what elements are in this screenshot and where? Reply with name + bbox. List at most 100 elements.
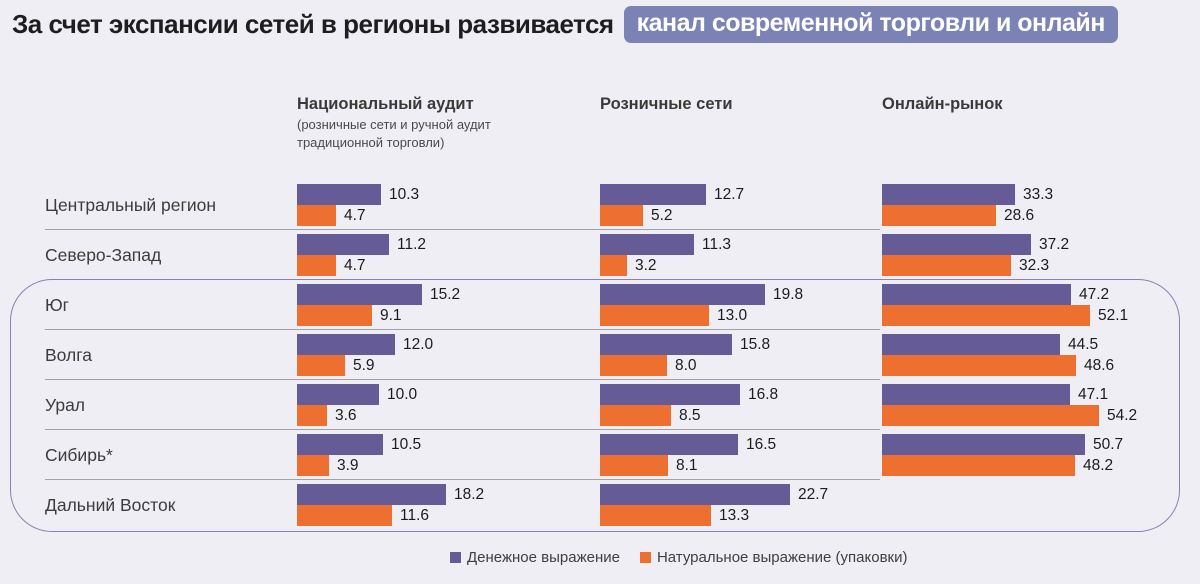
money-bar-line: 10.0: [297, 384, 417, 405]
money-bar-line: 47.1: [882, 384, 1137, 405]
money-bar: [600, 284, 765, 305]
money-bar: [600, 484, 790, 505]
money-bar-line: 50.7: [882, 434, 1123, 455]
volume-bar-line: 48.6: [882, 355, 1114, 376]
money-bar: [882, 434, 1085, 455]
money-value: 50.7: [1093, 435, 1124, 453]
money-bar: [600, 384, 740, 405]
volume-value: 8.1: [676, 456, 698, 474]
legend-swatch-volume-icon: [639, 552, 651, 563]
volume-value: 3.2: [635, 256, 657, 274]
region-label: Центральный регион: [45, 195, 217, 215]
money-bar: [882, 334, 1060, 355]
legend-item-money: Денежное выражение: [450, 549, 620, 566]
column-header-online-market: Онлайн-рынок: [882, 95, 1003, 114]
money-value: 47.2: [1079, 285, 1110, 303]
money-bar: [297, 384, 379, 405]
table-row: Урал 10.0 3.6 16.8 8.5 47.1 54.2: [0, 380, 1200, 430]
money-value: 10.5: [391, 435, 422, 453]
bars-national-audit: 10.3 4.7: [297, 184, 419, 226]
money-bar-line: 47.2: [882, 284, 1128, 305]
volume-bar-line: 8.1: [600, 455, 776, 476]
bars-online-market: 50.7 48.2: [882, 434, 1123, 476]
volume-bar-line: 8.5: [600, 405, 778, 426]
money-bar-line: 16.5: [600, 434, 776, 455]
volume-value: 8.0: [675, 356, 697, 374]
legend-swatch-money-icon: [450, 552, 461, 563]
bars-retail-chains: 11.3 3.2: [600, 234, 731, 276]
volume-value: 8.5: [679, 406, 701, 424]
money-bar-line: 44.5: [882, 334, 1114, 355]
volume-bar: [882, 255, 1011, 276]
money-bar: [600, 434, 738, 455]
volume-bar: [600, 405, 671, 426]
volume-bar: [600, 355, 667, 376]
volume-value: 48.2: [1083, 456, 1114, 474]
column-title: Розничные сети: [600, 95, 733, 113]
legend: Денежное выражение Натуральное выражение…: [450, 549, 907, 566]
volume-bar-line: 5.2: [600, 205, 744, 226]
bars-national-audit: 10.0 3.6: [297, 384, 417, 426]
table-row: Дальний Восток 18.2 11.6 22.7 13.3: [0, 480, 1200, 530]
row-separator: [45, 429, 880, 430]
money-bar: [600, 334, 732, 355]
volume-bar-line: 52.1: [882, 305, 1128, 326]
volume-value: 52.1: [1098, 306, 1129, 324]
volume-value: 54.2: [1107, 406, 1138, 424]
volume-bar: [297, 305, 372, 326]
volume-value: 4.7: [344, 256, 366, 274]
money-bar-line: 15.2: [297, 284, 460, 305]
money-bar: [297, 284, 422, 305]
bars-national-audit: 10.5 3.9: [297, 434, 421, 476]
volume-bar-line: 48.2: [882, 455, 1123, 476]
legend-label: Натуральное выражение (упаковки): [656, 549, 908, 566]
money-value: 19.8: [773, 285, 804, 303]
page-title: За счет экспансии сетей в регионы развив…: [12, 6, 1118, 43]
table-row: Северо-Запад 11.2 4.7 11.3 3.2 37.2 32.3: [0, 230, 1200, 280]
legend-item-volume: Натуральное выражение (упаковки): [639, 549, 908, 566]
money-bar: [882, 284, 1071, 305]
region-label: Волга: [45, 345, 92, 365]
money-bar-line: 37.2: [882, 234, 1069, 255]
money-bar: [600, 234, 694, 255]
volume-bar: [297, 205, 336, 226]
money-value: 16.8: [748, 385, 779, 403]
money-value: 12.0: [403, 335, 434, 353]
volume-bar-line: 11.6: [297, 505, 484, 526]
bars-retail-chains: 16.8 8.5: [600, 384, 778, 426]
table-row: Волга 12.0 5.9 15.8 8.0 44.5 48.6: [0, 330, 1200, 380]
chart-rows: Центральный регион 10.3 4.7 12.7 5.2 33.3 2…: [0, 180, 1200, 530]
volume-bar-line: 8.0: [600, 355, 770, 376]
money-bar-line: 22.7: [600, 484, 828, 505]
volume-bar: [297, 505, 392, 526]
money-value: 22.7: [798, 485, 829, 503]
money-value: 15.2: [430, 285, 461, 303]
volume-value: 13.3: [719, 506, 750, 524]
volume-bar-line: 5.9: [297, 355, 433, 376]
volume-bar-line: 9.1: [297, 305, 460, 326]
table-row: Сибирь* 10.5 3.9 16.5 8.1 50.7 48.2: [0, 430, 1200, 480]
bars-national-audit: 18.2 11.6: [297, 484, 484, 526]
volume-bar: [297, 405, 327, 426]
money-bar: [600, 184, 706, 205]
volume-bar-line: 28.6: [882, 205, 1053, 226]
money-bar: [297, 184, 381, 205]
volume-bar-line: 54.2: [882, 405, 1137, 426]
column-title: Национальный аудит: [297, 95, 474, 113]
bars-online-market: 47.2 52.1: [882, 284, 1128, 326]
volume-value: 11.6: [400, 506, 430, 524]
row-separator: [45, 479, 880, 480]
money-bar-line: 15.8: [600, 334, 770, 355]
money-bar: [297, 434, 383, 455]
volume-bar: [600, 255, 627, 276]
volume-bar: [600, 205, 643, 226]
money-bar-line: 33.3: [882, 184, 1053, 205]
money-value: 11.3: [702, 235, 732, 253]
table-row: Юг 15.2 9.1 19.8 13.0 47.2 52.1: [0, 280, 1200, 330]
money-value: 10.0: [387, 385, 418, 403]
region-label: Дальний Восток: [45, 495, 176, 515]
volume-bar-line: 13.3: [600, 505, 828, 526]
money-value: 33.3: [1023, 185, 1054, 203]
volume-bar: [882, 305, 1090, 326]
